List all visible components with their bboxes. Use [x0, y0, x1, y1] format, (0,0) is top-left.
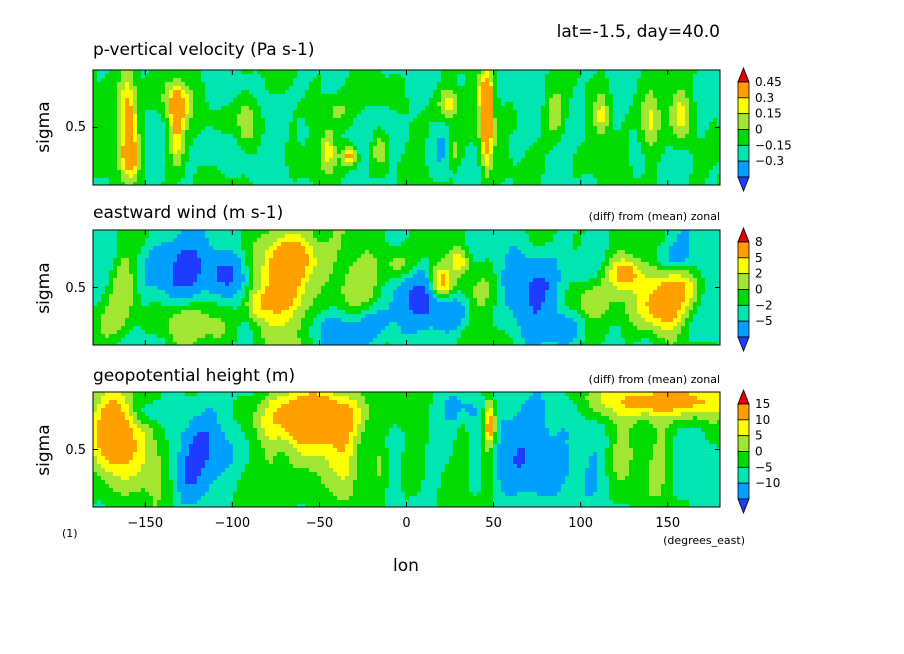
colorbar-level-label: 0 [755, 123, 763, 137]
panel-3: geopotential height (m) (diff) from (mea… [34, 366, 780, 515]
x-axis-label: lon [393, 556, 419, 576]
panel-1-ytick: 0.5 [65, 120, 86, 135]
colorbar-level-label: 0.15 [755, 107, 782, 121]
x-tick-label: −150 [127, 516, 163, 531]
panel-3-axis-ticks [93, 392, 720, 507]
panel-1-contour-field [93, 70, 721, 186]
panel-2-contour-field [93, 230, 721, 346]
colorbar-level-label: −0.3 [755, 154, 784, 168]
x-tick-label: 150 [655, 516, 680, 531]
panel-3-colorbar: 15 10 5 0−5 −10 [737, 388, 780, 515]
panel-2-axis-ticks [93, 230, 720, 345]
colorbar-level-label: −0.15 [755, 138, 792, 152]
panel-1-ylabel: sigma [34, 101, 54, 152]
colorbar-level-label: −5 [755, 460, 773, 474]
x-tick-label: 0 [402, 516, 410, 531]
x-tick-label: −50 [306, 516, 333, 531]
header-text: lat=-1.5, day=40.0 [557, 22, 720, 42]
colorbar-level-label: 0 [755, 283, 763, 297]
panel-1: p-vertical velocity (Pa s-1) sigma 0.5 0… [34, 40, 792, 193]
panel-3-ytick: 0.5 [65, 443, 86, 458]
colorbar-level-label: 0.3 [755, 91, 774, 105]
panel-1-colorbar: 0.45 0.3 0.15 0−0.15 −0.3 [737, 66, 792, 193]
colorbar-level-label: 8 [755, 235, 763, 249]
panel-3-title: geopotential height (m) [93, 366, 295, 386]
colorbar-level-label: 0.45 [755, 75, 782, 89]
x-tick-label: 100 [568, 516, 593, 531]
colorbar-level-label: 5 [755, 251, 763, 265]
panel-2-subtitle: (diff) from (mean) zonal [589, 210, 720, 223]
panel-2-title: eastward wind (m s-1) [93, 203, 283, 223]
colorbar-level-label: −5 [755, 314, 773, 328]
colorbar-level-label: −10 [755, 476, 780, 490]
colorbar-level-label: 2 [755, 267, 763, 281]
panel-2-ylabel: sigma [34, 262, 54, 313]
panel-3-contour-field [93, 392, 721, 508]
figure-label: (1) [62, 527, 78, 540]
panel-1-axis-ticks [93, 70, 720, 185]
x-tick-label: 50 [485, 516, 502, 531]
panel-2-ytick: 0.5 [65, 281, 86, 296]
colorbar-level-label: −2 [755, 298, 773, 312]
panel-2: eastward wind (m s-1) (diff) from (mean)… [34, 203, 773, 353]
colorbar-level-label: 10 [755, 413, 770, 427]
colorbar-level-label: 15 [755, 397, 770, 411]
panel-3-subtitle: (diff) from (mean) zonal [589, 373, 720, 386]
x-tick-label: −100 [214, 516, 250, 531]
panel-3-ylabel: sigma [34, 424, 54, 475]
panel-2-colorbar: 8 5 2 0−2 −5 [737, 226, 773, 353]
colorbar-level-label: 5 [755, 429, 763, 443]
x-axis-units: (degrees_east) [663, 534, 745, 547]
colorbar-level-label: 0 [755, 445, 763, 459]
panel-1-title: p-vertical velocity (Pa s-1) [93, 40, 314, 60]
x-axis-tick-labels: −150 −100 −50 0 50 100 150 [127, 516, 680, 531]
